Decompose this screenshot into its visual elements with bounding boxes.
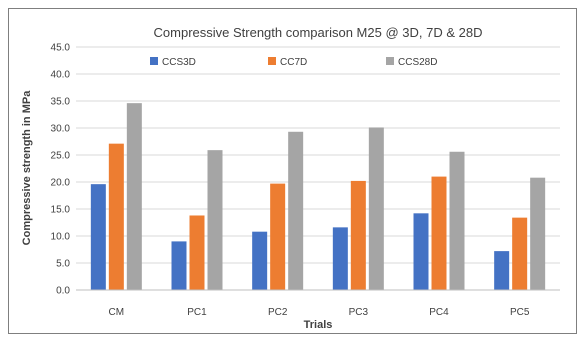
bar-ccs3d-pc4 xyxy=(413,213,429,290)
x-axis-label: Trials xyxy=(304,319,333,331)
legend-label-ccs28d: CCS28D xyxy=(398,57,437,68)
bars xyxy=(90,103,546,291)
legend-swatch-ccs28d xyxy=(386,57,394,65)
bar-ccs3d-pc3 xyxy=(332,227,348,290)
gridlines xyxy=(76,46,560,264)
y-tick-label: 35.0 xyxy=(51,97,71,108)
bar-ccs28d-pc4 xyxy=(449,151,465,290)
legend-swatch-cc7d xyxy=(268,57,276,65)
bar-cc7d-pc3 xyxy=(350,180,366,290)
y-tick-label: 5.0 xyxy=(56,259,70,270)
legend-label-ccs3d: CCS3D xyxy=(162,57,196,68)
y-tick-labels: 0.0 5.0 10.0 15.0 20.0 25.0 30.0 35.0 40.0 45.0 xyxy=(51,43,71,297)
x-tick-label: PC5 xyxy=(510,307,530,318)
bar-ccs3d-cm xyxy=(90,184,106,290)
bar-cc7d-pc5 xyxy=(512,217,528,290)
legend: CCS3D CC7D CCS28D xyxy=(150,57,437,68)
y-tick-label: 25.0 xyxy=(51,151,71,162)
x-tick-label: PC3 xyxy=(349,307,369,318)
y-tick-label: 40.0 xyxy=(51,70,71,81)
x-tick-label: CM xyxy=(109,307,125,318)
bar-ccs3d-pc5 xyxy=(494,251,510,290)
y-tick-label: 0.0 xyxy=(56,286,70,297)
legend-label-cc7d: CC7D xyxy=(280,57,307,68)
x-tick-labels: CM PC1 PC2 PC3 PC4 PC5 xyxy=(109,307,530,318)
legend-swatch-ccs3d xyxy=(150,57,158,65)
x-tick-label: PC1 xyxy=(187,307,207,318)
bar-ccs28d-pc5 xyxy=(530,177,546,290)
bar-cc7d-pc4 xyxy=(431,176,447,290)
bar-ccs3d-pc1 xyxy=(171,241,187,290)
x-tick-label: PC4 xyxy=(429,307,449,318)
bar-ccs28d-pc2 xyxy=(288,131,304,290)
chart-title: Compressive Strength comparison M25 @ 3D… xyxy=(154,25,483,40)
y-tick-label: 15.0 xyxy=(51,205,71,216)
y-tick-label: 20.0 xyxy=(51,178,71,189)
y-tick-label: 45.0 xyxy=(51,43,71,54)
y-tick-label: 30.0 xyxy=(51,124,71,135)
y-tick-label: 10.0 xyxy=(51,232,71,243)
bar-ccs28d-cm xyxy=(126,103,142,290)
bar-cc7d-pc1 xyxy=(189,215,205,290)
y-axis-label: Compressive strength in MPa xyxy=(21,90,33,246)
bar-ccs3d-pc2 xyxy=(252,231,268,290)
bar-cc7d-pc2 xyxy=(270,183,286,290)
bar-cc7d-cm xyxy=(108,143,124,290)
bar-ccs28d-pc3 xyxy=(368,127,384,291)
x-tick-label: PC2 xyxy=(268,307,288,318)
bar-ccs28d-pc1 xyxy=(207,150,223,290)
